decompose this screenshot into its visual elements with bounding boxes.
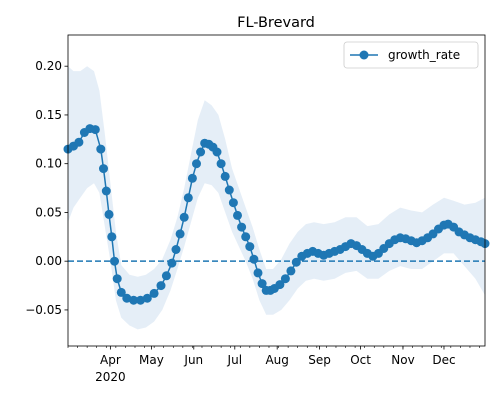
- data-point: [74, 137, 84, 147]
- data-point: [171, 245, 181, 254]
- x-tick-label: Jul: [227, 353, 242, 367]
- data-point: [291, 257, 301, 267]
- plot-frame: [67, 34, 486, 347]
- legend-marker-swatch: [359, 50, 369, 60]
- x-tick-label: Jun: [183, 353, 203, 367]
- data-point: [142, 293, 152, 303]
- data-point: [241, 232, 251, 242]
- data-point: [196, 147, 206, 157]
- legend-label-growth-rate: growth_rate: [388, 48, 460, 62]
- data-point: [175, 229, 185, 239]
- data-point: [90, 125, 100, 135]
- data-point: [233, 210, 242, 220]
- legend-box: [343, 41, 479, 69]
- x-tick-label: Oct: [350, 353, 371, 367]
- x-tick-label: May: [139, 353, 164, 367]
- data-point: [99, 164, 108, 174]
- data-point: [122, 293, 132, 303]
- data-point: [245, 242, 255, 252]
- data-point: [275, 280, 285, 290]
- data-point: [104, 209, 114, 219]
- data-point: [96, 144, 106, 154]
- y-tick-label: −0.05: [25, 303, 62, 317]
- x-tick-label: Apr: [100, 353, 121, 367]
- data-point: [257, 279, 267, 289]
- y-axis: −0.05 0.00 0.05 0.10 0.15 0.20: [25, 59, 68, 317]
- data-point: [116, 287, 126, 297]
- growth-rate-markers: [63, 124, 490, 305]
- data-point: [253, 268, 263, 278]
- x-tick-label: Nov: [391, 353, 414, 367]
- data-point: [192, 159, 201, 169]
- data-point: [110, 256, 119, 266]
- data-point: [101, 186, 111, 196]
- data-point: [112, 274, 122, 284]
- data-point: [228, 198, 238, 208]
- y-tick-label: 0.20: [35, 59, 62, 73]
- data-point: [220, 171, 230, 181]
- x-tick-sublabel: 2020: [95, 370, 126, 384]
- y-tick-label: 0.00: [35, 254, 62, 268]
- data-point: [216, 159, 226, 169]
- data-point: [149, 288, 159, 298]
- data-point: [249, 254, 259, 264]
- data-point: [212, 147, 222, 157]
- data-point: [161, 271, 171, 281]
- data-point: [129, 295, 139, 305]
- y-tick-label: 0.10: [35, 157, 62, 171]
- data-point: [286, 266, 296, 276]
- x-axis: Apr 2020 May Jun Jul Aug Sep Oct Nov Dec: [67, 346, 480, 384]
- x-tick-label: Dec: [432, 353, 455, 367]
- data-point: [179, 212, 189, 222]
- plot-area: [63, 66, 490, 330]
- legend: growth_rate: [343, 41, 479, 69]
- data-point: [107, 232, 117, 242]
- x-tick-label: Sep: [308, 353, 331, 367]
- data-point: [136, 295, 145, 305]
- data-point: [183, 193, 193, 203]
- y-tick-label: 0.15: [35, 108, 62, 122]
- chart-title: FL-Brevard: [237, 15, 315, 31]
- data-point: [167, 258, 177, 268]
- x-tick-label: Aug: [265, 353, 288, 367]
- y-tick-label: 0.05: [35, 205, 62, 219]
- data-point: [237, 222, 247, 232]
- data-point: [224, 185, 234, 195]
- data-point: [187, 173, 197, 183]
- data-point: [280, 274, 290, 284]
- data-point: [156, 281, 166, 291]
